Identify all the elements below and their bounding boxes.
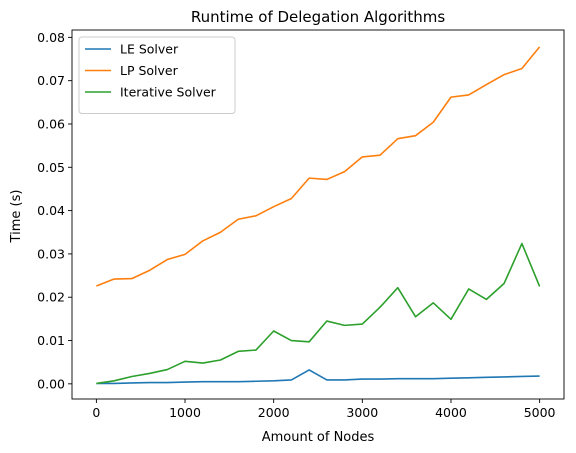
- x-tick-label: 4000: [435, 405, 467, 420]
- x-tick-label: 3000: [346, 405, 378, 420]
- y-tick-label: 0.05: [37, 160, 65, 175]
- legend-label-2: LP Solver: [120, 63, 179, 78]
- x-tick-label: 0: [92, 405, 100, 420]
- x-axis-label: Amount of Nodes: [262, 430, 375, 445]
- y-tick-label: 0.04: [37, 203, 65, 218]
- series-line-1: [96, 369, 540, 385]
- x-tick-label: 2000: [258, 405, 290, 420]
- chart-title: Runtime of Delegation Algorithms: [191, 8, 445, 26]
- legend: LE Solver LP Solver Iterative Solver: [78, 36, 236, 114]
- y-tick-label: 0.03: [37, 246, 65, 261]
- legend-box: [78, 36, 236, 114]
- y-tick-label: 0.02: [37, 290, 65, 305]
- y-tick-label: 0.07: [37, 73, 65, 88]
- x-tick-label: 1000: [169, 405, 201, 420]
- legend-label-3: Iterative Solver: [120, 85, 217, 100]
- y-tick-label: 0.00: [37, 376, 65, 391]
- y-axis-ticks: 0.00 0.01 0.02 0.03 0.04 0.05 0.06 0.07 0.08: [37, 30, 72, 391]
- axes-frame: [71, 29, 565, 400]
- y-tick-label: 0.01: [37, 333, 65, 348]
- legend-label-1: LE Solver: [120, 42, 179, 57]
- x-tick-label: 5000: [524, 405, 556, 420]
- y-tick-label: 0.06: [37, 116, 65, 131]
- series-line-3: [96, 242, 541, 385]
- y-tick-label: 0.08: [37, 30, 65, 45]
- y-axis-label: Time (s): [9, 190, 24, 244]
- series-line-2: [96, 46, 541, 287]
- x-axis-ticks: 0 1000 2000 3000 4000 5000: [92, 399, 556, 420]
- plot-area: [71, 29, 565, 400]
